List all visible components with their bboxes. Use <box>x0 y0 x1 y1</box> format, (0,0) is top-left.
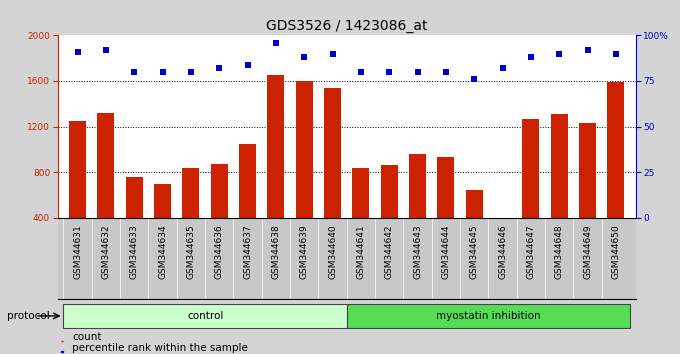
Bar <box>522 119 539 218</box>
Point <box>327 51 338 56</box>
Text: GSM344633: GSM344633 <box>130 224 139 279</box>
Bar <box>182 167 199 218</box>
Point <box>469 76 480 82</box>
Text: GSM344650: GSM344650 <box>611 224 620 279</box>
Text: GSM344641: GSM344641 <box>356 224 365 279</box>
Text: GSM344645: GSM344645 <box>470 224 479 279</box>
Text: myostatin inhibition: myostatin inhibition <box>436 311 541 321</box>
Title: GDS3526 / 1423086_at: GDS3526 / 1423086_at <box>266 19 428 33</box>
Text: GSM344639: GSM344639 <box>300 224 309 279</box>
Point <box>526 55 537 60</box>
Bar <box>211 164 228 218</box>
Point <box>582 47 593 53</box>
Bar <box>551 114 568 218</box>
Text: GSM344640: GSM344640 <box>328 224 337 279</box>
Bar <box>239 144 256 218</box>
Point <box>299 55 310 60</box>
Text: GSM344637: GSM344637 <box>243 224 252 279</box>
Point <box>72 49 83 55</box>
Bar <box>296 81 313 218</box>
Text: GSM344648: GSM344648 <box>555 224 564 279</box>
Bar <box>381 165 398 218</box>
Point <box>271 40 282 46</box>
Text: GSM344642: GSM344642 <box>385 224 394 279</box>
Point <box>554 51 565 56</box>
Bar <box>352 167 369 218</box>
FancyBboxPatch shape <box>347 304 630 328</box>
Point <box>412 69 423 75</box>
Text: GSM344647: GSM344647 <box>526 224 535 279</box>
Point <box>129 69 140 75</box>
Bar <box>607 82 624 218</box>
Text: GSM344646: GSM344646 <box>498 224 507 279</box>
Point <box>441 69 452 75</box>
Text: GSM344643: GSM344643 <box>413 224 422 279</box>
Text: count: count <box>72 332 101 342</box>
Bar <box>437 157 454 218</box>
FancyBboxPatch shape <box>63 304 347 328</box>
Text: GSM344632: GSM344632 <box>101 224 110 279</box>
Text: GSM344631: GSM344631 <box>73 224 82 279</box>
Text: GSM344634: GSM344634 <box>158 224 167 279</box>
Text: protocol: protocol <box>7 311 50 321</box>
Text: GSM344644: GSM344644 <box>441 224 450 279</box>
Point <box>242 62 253 67</box>
Bar <box>267 75 284 218</box>
Point <box>384 69 395 75</box>
Bar <box>466 190 483 218</box>
Bar <box>126 177 143 218</box>
Bar <box>97 113 114 218</box>
Bar <box>579 123 596 218</box>
Bar <box>154 183 171 218</box>
Text: GSM344638: GSM344638 <box>271 224 280 279</box>
Text: GSM344636: GSM344636 <box>215 224 224 279</box>
Text: percentile rank within the sample: percentile rank within the sample <box>72 343 248 353</box>
Text: GSM344635: GSM344635 <box>186 224 195 279</box>
Point <box>101 47 112 53</box>
Text: GSM344649: GSM344649 <box>583 224 592 279</box>
Point <box>356 69 367 75</box>
Text: control: control <box>187 311 223 321</box>
Bar <box>409 154 426 218</box>
Bar <box>69 121 86 218</box>
Point <box>214 65 225 71</box>
Point <box>157 69 168 75</box>
Point <box>186 69 197 75</box>
Point <box>497 65 508 71</box>
Bar <box>324 88 341 218</box>
Point <box>611 51 622 56</box>
